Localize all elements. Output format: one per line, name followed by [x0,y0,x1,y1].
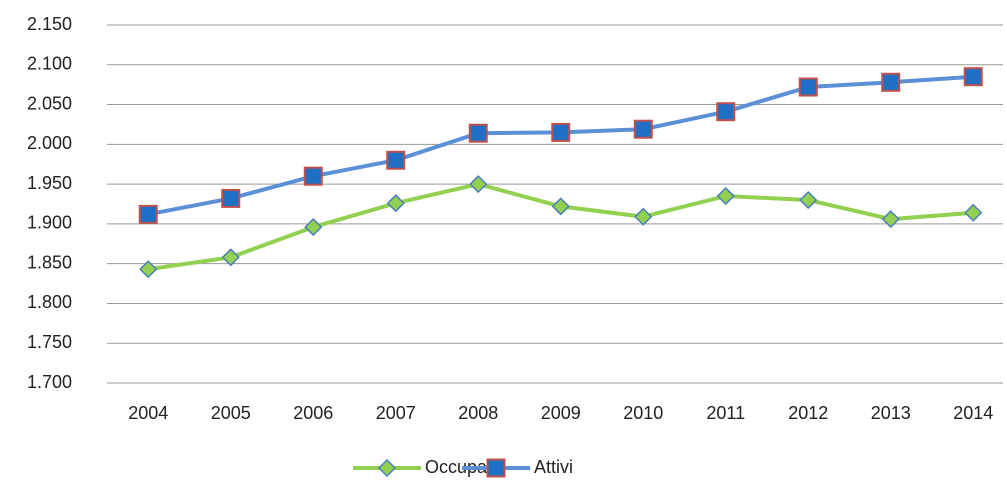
x-tick-label: 2010 [623,403,663,423]
legend-label: Attivi [534,457,573,477]
data-point [634,207,653,226]
data-point [551,197,570,216]
data-point [468,123,488,143]
y-tick-label: 1.900 [27,213,72,233]
data-point [221,248,240,267]
y-tick-label: 2.050 [27,93,72,113]
series-line [147,182,974,272]
data-point [799,190,818,210]
legend-label: Occupati [425,457,496,477]
x-tick-label: 2008 [458,403,498,423]
data-point [221,188,241,208]
data-point [633,119,653,139]
data-point [304,218,323,237]
y-tick-label: 1.850 [27,252,72,272]
y-tick-label: 1.750 [27,332,72,352]
x-tick-label: 2011 [706,403,745,423]
y-tick-label: 1.950 [27,173,72,193]
legend-marker [486,458,506,478]
x-tick-label: 2005 [211,403,251,423]
data-point [469,175,488,194]
y-tick-label: 1.700 [27,372,72,392]
data-point [551,122,571,142]
data-point [386,150,406,170]
data-point [881,210,900,229]
y-tick-label: 1.800 [27,292,72,312]
series-line [147,74,974,217]
data-point [716,186,735,206]
y-tick-label: 2.100 [27,54,72,74]
data-point [716,102,736,122]
x-tick-label: 2006 [293,403,333,423]
y-tick-label: 2.000 [27,133,72,153]
x-tick-label: 2007 [376,403,416,423]
data-point [138,204,158,224]
x-tick-label: 2004 [128,403,168,423]
data-point [798,77,818,97]
y-tick-label: 2.150 [27,14,72,34]
x-tick-label: 2009 [541,403,581,423]
x-tick-label: 2014 [953,403,993,423]
data-point [303,166,323,186]
data-point [964,203,983,222]
x-tick-label: 2013 [871,403,911,423]
x-tick-label: 2012 [788,403,828,423]
data-point [386,194,405,213]
data-point [139,260,158,279]
data-point [963,67,983,87]
data-point [881,72,901,92]
legend-marker [377,458,397,478]
